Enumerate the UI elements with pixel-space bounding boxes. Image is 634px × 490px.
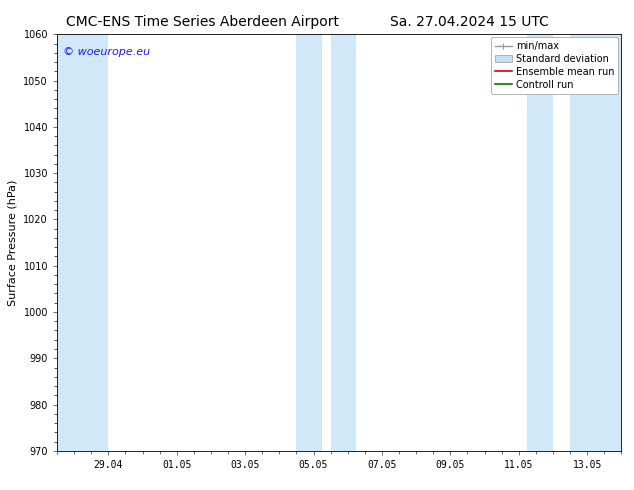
Bar xyxy=(57,34,108,451)
Bar xyxy=(331,34,356,451)
Text: Sa. 27.04.2024 15 UTC: Sa. 27.04.2024 15 UTC xyxy=(390,15,548,29)
Text: © woeurope.eu: © woeurope.eu xyxy=(63,47,150,57)
Bar xyxy=(297,34,322,451)
Y-axis label: Surface Pressure (hPa): Surface Pressure (hPa) xyxy=(8,179,18,306)
Bar xyxy=(527,34,553,451)
Bar xyxy=(570,34,621,451)
Text: CMC-ENS Time Series Aberdeen Airport: CMC-ENS Time Series Aberdeen Airport xyxy=(67,15,339,29)
Legend: min/max, Standard deviation, Ensemble mean run, Controll run: min/max, Standard deviation, Ensemble me… xyxy=(491,37,618,94)
